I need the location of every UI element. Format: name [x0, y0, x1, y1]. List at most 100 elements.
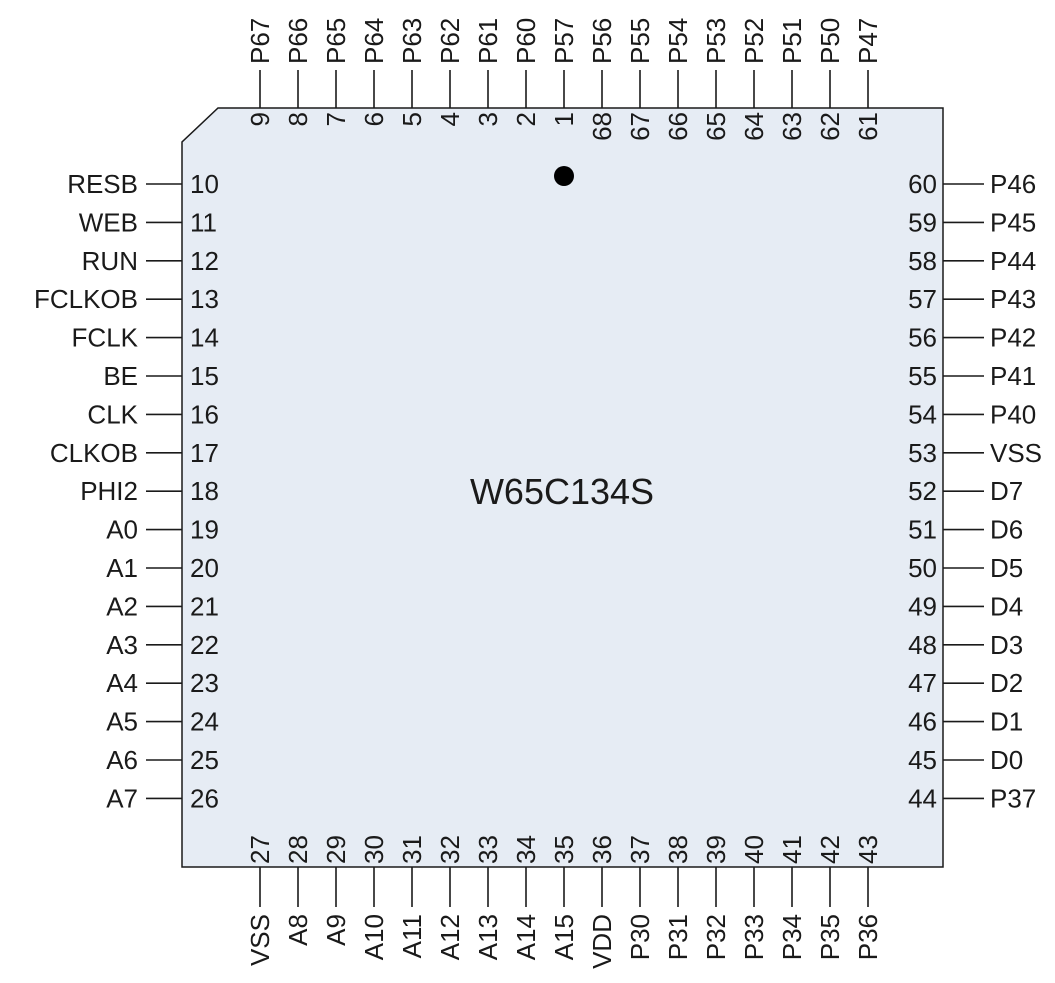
pin-number-15: 15 [190, 361, 219, 391]
pin-label-65: P53 [701, 18, 731, 64]
pin-label-34: A14 [511, 914, 541, 960]
pin-label-12: RUN [82, 246, 138, 276]
pin-number-48: 48 [908, 630, 937, 660]
pin-label-27: VSS [245, 914, 275, 966]
pin-number-26: 26 [190, 783, 219, 813]
pin-number-7: 7 [321, 112, 351, 126]
chip-body [181, 107, 944, 868]
pin-number-13: 13 [190, 284, 219, 314]
pin-number-43: 43 [853, 835, 883, 864]
pin-label-46: D1 [990, 707, 1023, 737]
pin-label-59: P45 [990, 207, 1036, 237]
pin-label-1: P57 [549, 18, 579, 64]
pin-number-39: 39 [701, 835, 731, 864]
pin-number-10: 10 [190, 169, 219, 199]
pin1-marker [554, 166, 574, 186]
pin-number-60: 60 [908, 169, 937, 199]
pin-label-37: P30 [625, 914, 655, 960]
pin-number-14: 14 [190, 323, 219, 353]
pin-number-28: 28 [283, 835, 313, 864]
pin-label-11: WEB [79, 207, 138, 237]
pin-number-46: 46 [908, 707, 937, 737]
pin-label-32: A12 [435, 914, 465, 960]
pin-label-45: D0 [990, 745, 1023, 775]
pin-number-17: 17 [190, 438, 219, 468]
pin-label-61: P47 [853, 18, 883, 64]
pin-number-32: 32 [435, 835, 465, 864]
pin-label-10: RESB [67, 169, 138, 199]
pin-label-20: A1 [106, 553, 138, 583]
pin-label-26: A7 [106, 783, 138, 813]
pin-number-4: 4 [435, 112, 465, 126]
pin-number-55: 55 [908, 361, 937, 391]
pin-label-4: P62 [435, 18, 465, 64]
pin-number-12: 12 [190, 246, 219, 276]
pin-number-50: 50 [908, 553, 937, 583]
pin-number-54: 54 [908, 399, 937, 429]
pin-label-14: FCLK [72, 323, 139, 353]
pin-label-53: VSS [990, 438, 1042, 468]
pin-label-6: P64 [359, 18, 389, 64]
pin-label-40: P33 [739, 914, 769, 960]
pin-number-27: 27 [245, 835, 275, 864]
pin-label-44: P37 [990, 783, 1036, 813]
pin-label-23: A4 [106, 668, 138, 698]
pin-number-52: 52 [908, 476, 937, 506]
pin-label-18: PHI2 [80, 476, 138, 506]
pin-number-59: 59 [908, 207, 937, 237]
pin-label-39: P32 [701, 914, 731, 960]
pin-label-9: P67 [245, 18, 275, 64]
pin-label-2: P60 [511, 18, 541, 64]
pin-label-3: P61 [473, 18, 503, 64]
pin-number-34: 34 [511, 835, 541, 864]
pin-label-22: A3 [106, 630, 138, 660]
pin-number-65: 65 [701, 112, 731, 141]
pin-label-19: A0 [106, 515, 138, 545]
pin-label-48: D3 [990, 630, 1023, 660]
pin-number-44: 44 [908, 783, 937, 813]
pin-lines [146, 70, 984, 907]
pin-number-49: 49 [908, 591, 937, 621]
pin-number-1: 1 [549, 112, 579, 126]
pin-label-58: P44 [990, 246, 1036, 276]
pin-number-8: 8 [283, 112, 313, 126]
pin-number-20: 20 [190, 553, 219, 583]
pin-number-42: 42 [815, 835, 845, 864]
pin-number-36: 36 [587, 835, 617, 864]
pin-number-35: 35 [549, 835, 579, 864]
pin-label-33: A13 [473, 914, 503, 960]
pin-number-64: 64 [739, 112, 769, 141]
pin-label-38: P31 [663, 914, 693, 960]
pin-label-7: P65 [321, 18, 351, 64]
pin-label-21: A2 [106, 591, 138, 621]
pin-label-64: P52 [739, 18, 769, 64]
pin-number-21: 21 [190, 591, 219, 621]
pin-number-68: 68 [587, 112, 617, 141]
pin-label-35: A15 [549, 914, 579, 960]
pin-number-38: 38 [663, 835, 693, 864]
pin-label-63: P51 [777, 18, 807, 64]
pin-label-43: P36 [853, 914, 883, 960]
pin-label-55: P41 [990, 361, 1036, 391]
pin-label-49: D4 [990, 591, 1023, 621]
pin-number-37: 37 [625, 835, 655, 864]
pin-number-61: 61 [853, 112, 883, 141]
pin-number-16: 16 [190, 399, 219, 429]
pin-label-68: P56 [587, 18, 617, 64]
pin-number-58: 58 [908, 246, 937, 276]
pin-label-24: A5 [106, 707, 138, 737]
pin-number-56: 56 [908, 323, 937, 353]
pin-label-66: P54 [663, 18, 693, 64]
pin-number-6: 6 [359, 112, 389, 126]
pin-number-30: 30 [359, 835, 389, 864]
pin-number-19: 19 [190, 515, 219, 545]
pin-number-47: 47 [908, 668, 937, 698]
pin-number-51: 51 [908, 515, 937, 545]
pin-number-25: 25 [190, 745, 219, 775]
pin-number-2: 2 [511, 112, 541, 126]
pin-label-8: P66 [283, 18, 313, 64]
pin-number-62: 62 [815, 112, 845, 141]
pin-number-53: 53 [908, 438, 937, 468]
